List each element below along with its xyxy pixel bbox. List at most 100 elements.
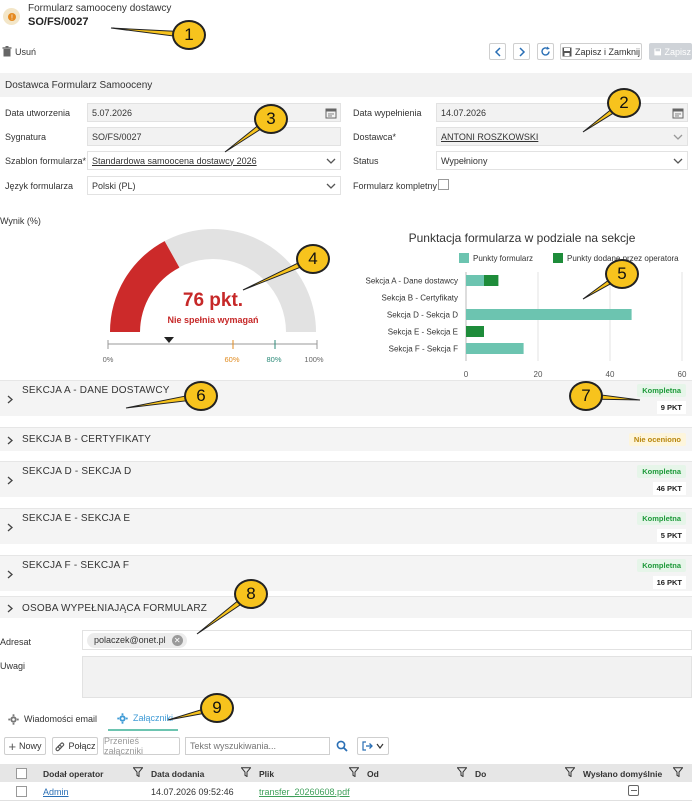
filter-icon[interactable]: [349, 767, 359, 777]
gear-icon: [117, 712, 128, 724]
save-button[interactable]: Zapisz: [649, 43, 692, 60]
chevron-down-icon: [673, 134, 683, 140]
category-label: Sekcja D - Sekcja D: [387, 311, 458, 320]
notes-textarea[interactable]: [82, 656, 692, 698]
refresh-button[interactable]: [537, 43, 554, 60]
calendar-icon[interactable]: [672, 107, 684, 119]
addressee-value: polaczek@onet.pl: [94, 635, 166, 645]
callout-marker: 3: [254, 104, 288, 134]
move-attachments-button[interactable]: Przenieś załączniki: [103, 736, 180, 756]
save-close-label: Zapisz i Zamknij: [574, 46, 640, 57]
section-row[interactable]: SEKCJA B - CERTYFIKATY Nie oceniono: [0, 427, 692, 451]
legend-swatch: [459, 253, 469, 263]
trash-icon: [2, 46, 12, 57]
section-row[interactable]: OSOBA WYPEŁNIAJĄCA FORMULARZ: [0, 596, 692, 618]
section-score-chart: Punktacja formularza w podziale na sekcj…: [366, 231, 687, 378]
filter-icon[interactable]: [565, 767, 575, 777]
calendar-icon[interactable]: [325, 107, 337, 119]
addressee-chip[interactable]: polaczek@onet.pl ✕: [87, 632, 187, 648]
save-label: Zapisz: [664, 46, 691, 57]
section-title: SEKCJA D - SEKCJA D: [22, 466, 132, 477]
gauge-status: Nie spełnia wymagań: [167, 315, 258, 325]
chevron-left-icon: [494, 46, 501, 57]
x-tick-label: 60: [678, 370, 687, 378]
created-date-field[interactable]: 5.07.2026: [87, 103, 341, 122]
column-header[interactable]: Plik: [259, 769, 275, 779]
column-header[interactable]: Do: [475, 769, 487, 779]
section-row[interactable]: SEKCJA D - SEKCJA D Kompletna 46 PKT: [0, 461, 692, 497]
callout-marker: 5: [605, 259, 639, 289]
callout-marker: 2: [607, 88, 641, 118]
legend-swatch: [553, 253, 563, 263]
filter-icon[interactable]: [241, 767, 251, 777]
chevron-right-icon[interactable]: [6, 570, 14, 579]
gauge-needle-marker: [164, 337, 174, 343]
column-header[interactable]: Data dodania: [151, 769, 205, 779]
chevron-down-icon: [673, 158, 683, 164]
save-close-button[interactable]: Zapisz i Zamknij: [560, 43, 642, 60]
column-header[interactable]: Wysłano domyślnie: [583, 769, 663, 779]
chevron-right-icon[interactable]: [6, 436, 14, 445]
tab-attachments[interactable]: Załączniki: [108, 707, 178, 731]
tab-attachments-label: Załączniki: [133, 713, 174, 723]
status-select[interactable]: Wypełniony: [436, 151, 688, 170]
callout-marker: 8: [234, 579, 268, 609]
export-button[interactable]: [357, 737, 389, 755]
section-row[interactable]: SEKCJA E - SEKCJA E Kompletna 5 PKT: [0, 508, 692, 544]
save-icon: [654, 48, 662, 55]
tab-emails[interactable]: Wiadomości email: [8, 709, 97, 729]
search-icon: [336, 740, 348, 752]
app-title: Formularz samooceny dostawcy: [28, 3, 172, 14]
chevron-right-icon[interactable]: [6, 476, 14, 485]
signature-field[interactable]: SO/FS/0027: [87, 127, 341, 146]
gauge-tick-label: 100%: [304, 355, 324, 364]
filter-icon[interactable]: [673, 767, 683, 777]
row-checkbox[interactable]: [16, 786, 27, 797]
language-value: Polski (PL): [92, 180, 136, 191]
gauge-fail-band: [110, 241, 180, 332]
select-all-checkbox[interactable]: [16, 768, 27, 779]
supplier-select[interactable]: ANTONI ROSZKOWSKI: [436, 127, 688, 146]
row-operator[interactable]: Admin: [43, 787, 69, 797]
column-header[interactable]: Od: [367, 769, 379, 779]
chevron-right-icon[interactable]: [6, 604, 14, 613]
export-icon: [362, 741, 373, 751]
new-button[interactable]: + Nowy: [4, 737, 46, 755]
filter-icon[interactable]: [457, 767, 467, 777]
category-label: Sekcja F - Sekcja F: [389, 345, 458, 354]
delete-button[interactable]: Usuń: [0, 43, 38, 60]
signature-label: Sygnatura: [5, 132, 47, 142]
category-label: Sekcja E - Sekcja E: [388, 328, 458, 337]
gauge-title: Wynik (%): [0, 216, 41, 226]
column-header[interactable]: Dodał operator: [43, 769, 104, 779]
connect-button[interactable]: Połącz: [52, 737, 98, 755]
addressee-field[interactable]: polaczek@onet.pl ✕: [82, 630, 692, 650]
language-select[interactable]: Polski (PL): [87, 176, 341, 195]
template-select[interactable]: Standardowa samoocena dostawcy 2026: [87, 151, 341, 170]
next-button[interactable]: [513, 43, 530, 60]
table-row[interactable]: [0, 782, 692, 801]
supplier-label: Dostawca*: [353, 132, 397, 142]
link-icon: [56, 742, 65, 751]
complete-checkbox[interactable]: [438, 179, 449, 190]
row-file[interactable]: transfer_20260608.pdf: [259, 787, 350, 797]
form-section-title: Dostawca Formularz Samooceny: [5, 79, 153, 91]
search-button[interactable]: [332, 737, 352, 755]
gear-icon: [8, 713, 19, 725]
fill-date-field[interactable]: 14.07.2026: [436, 103, 688, 122]
gauge-score: 76 pkt.: [183, 290, 243, 311]
chevron-right-icon[interactable]: [6, 523, 14, 532]
connect-label: Połącz: [68, 741, 96, 751]
document-number: SO/FS/0027: [28, 16, 89, 28]
prev-button[interactable]: [489, 43, 506, 60]
template-value: Standardowa samoocena dostawcy 2026: [92, 155, 257, 166]
search-input[interactable]: [185, 737, 330, 755]
language-label: Język formularza: [5, 181, 74, 191]
remove-chip-icon[interactable]: ✕: [171, 634, 183, 646]
section-status-badge: Kompletna: [637, 465, 686, 478]
section-status-badge: Kompletna: [637, 512, 686, 525]
filter-icon[interactable]: [133, 767, 143, 777]
created-date-label: Data utworzenia: [5, 108, 71, 118]
section-row[interactable]: SEKCJA F - SEKCJA F Kompletna 16 PKT: [0, 555, 692, 591]
chevron-right-icon[interactable]: [6, 395, 14, 404]
